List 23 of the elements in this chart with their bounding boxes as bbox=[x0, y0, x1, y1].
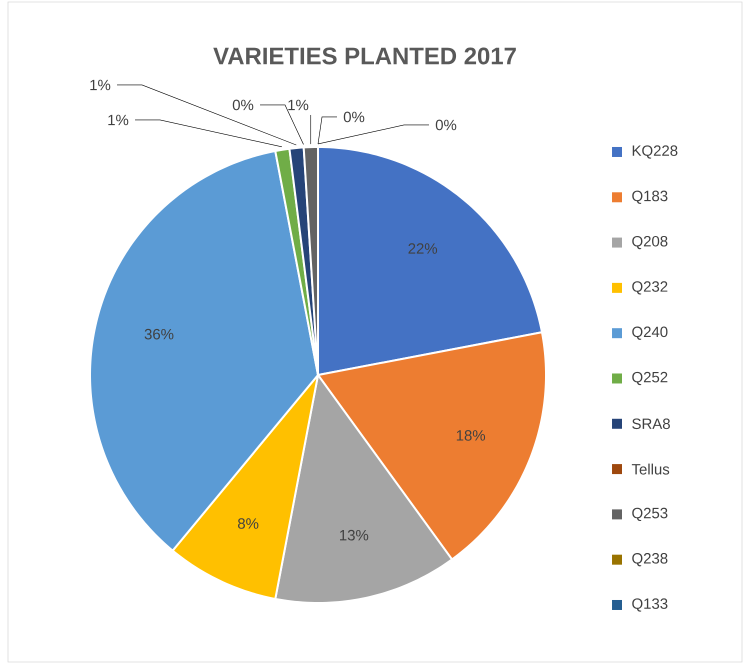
data-label: 1% bbox=[90, 80, 110, 90]
data-label: 1% bbox=[108, 114, 128, 126]
legend-label: SRA8 bbox=[632, 418, 670, 430]
legend-label: Q183 bbox=[632, 190, 668, 204]
legend-label: Q232 bbox=[632, 281, 668, 295]
legend-label: Tellus bbox=[632, 464, 670, 475]
data-label: 22% bbox=[408, 243, 438, 254]
text: 0% bbox=[436, 120, 456, 130]
legend-label: Q208 bbox=[632, 236, 668, 250]
legend-label: Q238 bbox=[632, 553, 668, 566]
legend-label: KQ228 bbox=[632, 145, 678, 159]
data-label: 13% bbox=[340, 530, 368, 540]
legend-label: Q240 bbox=[632, 326, 668, 340]
legend-label: Q252 bbox=[632, 372, 668, 386]
legend-label: Q253 bbox=[632, 508, 668, 522]
data-label: 18% bbox=[456, 430, 486, 441]
legend-label: Q133 bbox=[632, 598, 668, 612]
text: 0% bbox=[232, 100, 254, 110]
data-label: 1% bbox=[288, 100, 308, 110]
text: 0% bbox=[344, 112, 364, 122]
data-label: 8% bbox=[238, 518, 258, 529]
data-label: 36% bbox=[144, 328, 174, 340]
chart-title: VARIETIES PLANTED 2017 bbox=[213, 48, 516, 64]
